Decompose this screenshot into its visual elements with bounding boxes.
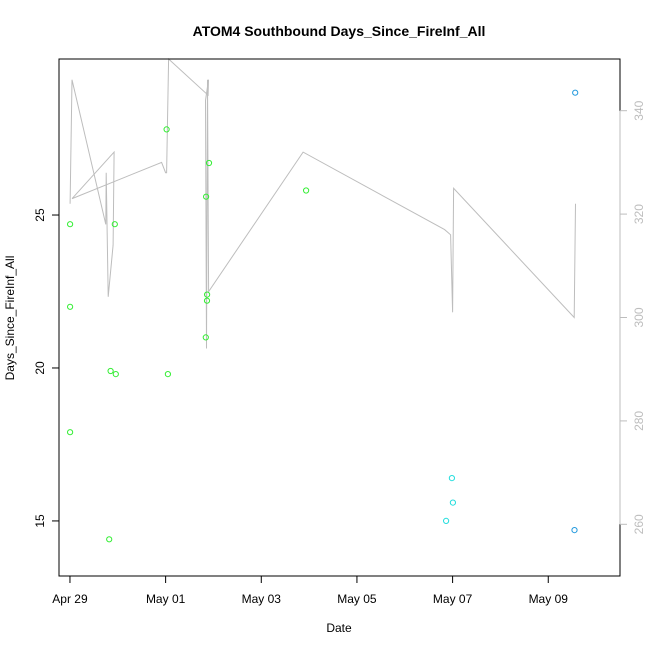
x-axis-label: Date <box>326 621 352 635</box>
data-point <box>112 371 119 378</box>
x-tick-label: Apr 29 <box>52 592 88 606</box>
data-point <box>107 367 114 375</box>
data-point <box>67 303 74 310</box>
data-point <box>204 291 211 298</box>
data-point <box>571 527 578 534</box>
right-axis-series <box>69 57 576 349</box>
x-tick-label: May 03 <box>242 592 282 606</box>
x-axis: Apr 29 May 01 May 03 May 05 May 07 May 09 <box>52 575 569 606</box>
data-point <box>111 221 118 228</box>
data-point <box>303 187 310 194</box>
x-tick-label: May 01 <box>146 592 186 606</box>
y-tick-label: 20 <box>33 361 47 375</box>
right-y-tick-label: 300 <box>632 307 646 327</box>
data-point <box>202 334 209 341</box>
y-axis: 15 20 25 <box>33 208 60 528</box>
right-y-tick-label: 340 <box>632 100 646 120</box>
y-tick-label: 15 <box>33 514 47 528</box>
data-point <box>205 159 213 167</box>
right-y-tick-label: 260 <box>632 514 646 534</box>
data-point <box>448 475 455 482</box>
data-point <box>67 221 74 228</box>
points-layer <box>67 89 579 543</box>
chart-title: ATOM4 Southbound Days_Since_FireInf_All <box>193 23 486 39</box>
right-y-tick-label: 320 <box>632 204 646 224</box>
right-y-axis: 260 280 300 320 340 <box>619 100 646 534</box>
data-point <box>449 499 456 506</box>
x-tick-label: May 09 <box>529 592 569 606</box>
data-point <box>572 89 579 96</box>
data-point <box>67 429 74 436</box>
data-point <box>443 517 450 525</box>
right-axis-line <box>69 57 576 349</box>
right-y-tick-label: 280 <box>632 411 646 431</box>
y-axis-label: Days_Since_FireInf_All <box>3 256 17 381</box>
data-point <box>164 371 171 378</box>
data-point <box>203 297 211 304</box>
data-point <box>203 193 210 200</box>
data-point <box>106 536 113 543</box>
y-tick-label: 25 <box>33 208 47 222</box>
x-tick-label: May 05 <box>337 592 377 606</box>
data-point <box>163 126 170 133</box>
x-tick-label: May 07 <box>433 592 473 606</box>
